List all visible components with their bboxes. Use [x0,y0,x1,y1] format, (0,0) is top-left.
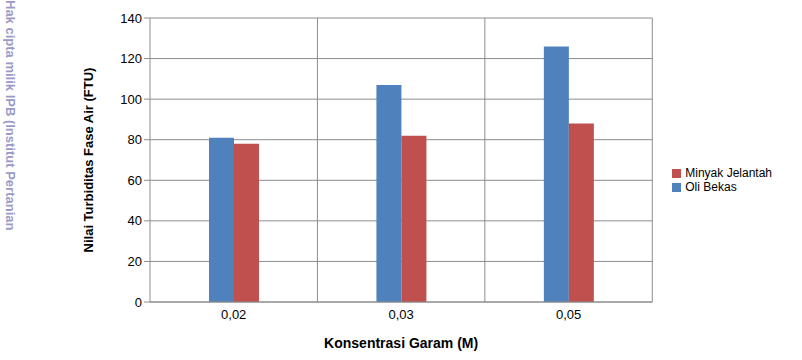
svg-text:0: 0 [135,295,142,310]
svg-text:40: 40 [128,213,142,228]
svg-text:80: 80 [128,132,142,147]
svg-text:20: 20 [128,254,142,269]
svg-text:60: 60 [128,173,142,188]
html-text:Hak cipta milik IPB (Institut: Hak cipta milik IPB (Institut Pertanian [3,0,18,231]
svg-text:Konsentrasi Garam (M): Konsentrasi Garam (M) [324,335,478,351]
svg-text:100: 100 [120,92,142,107]
svg-text:Nilai Turbiditas Fase Air (FTU: Nilai Turbiditas Fase Air (FTU) [81,68,96,253]
html-text:Minyak Jelantah: Minyak Jelantah [685,166,772,180]
svg-text:0,03: 0,03 [388,307,413,322]
svg-text:120: 120 [120,51,142,66]
svg-text:0,05: 0,05 [556,307,581,322]
svg-text:140: 140 [120,11,142,26]
svg-text:0,02: 0,02 [221,307,246,322]
html-text:Oli Bekas: Oli Bekas [685,180,737,194]
